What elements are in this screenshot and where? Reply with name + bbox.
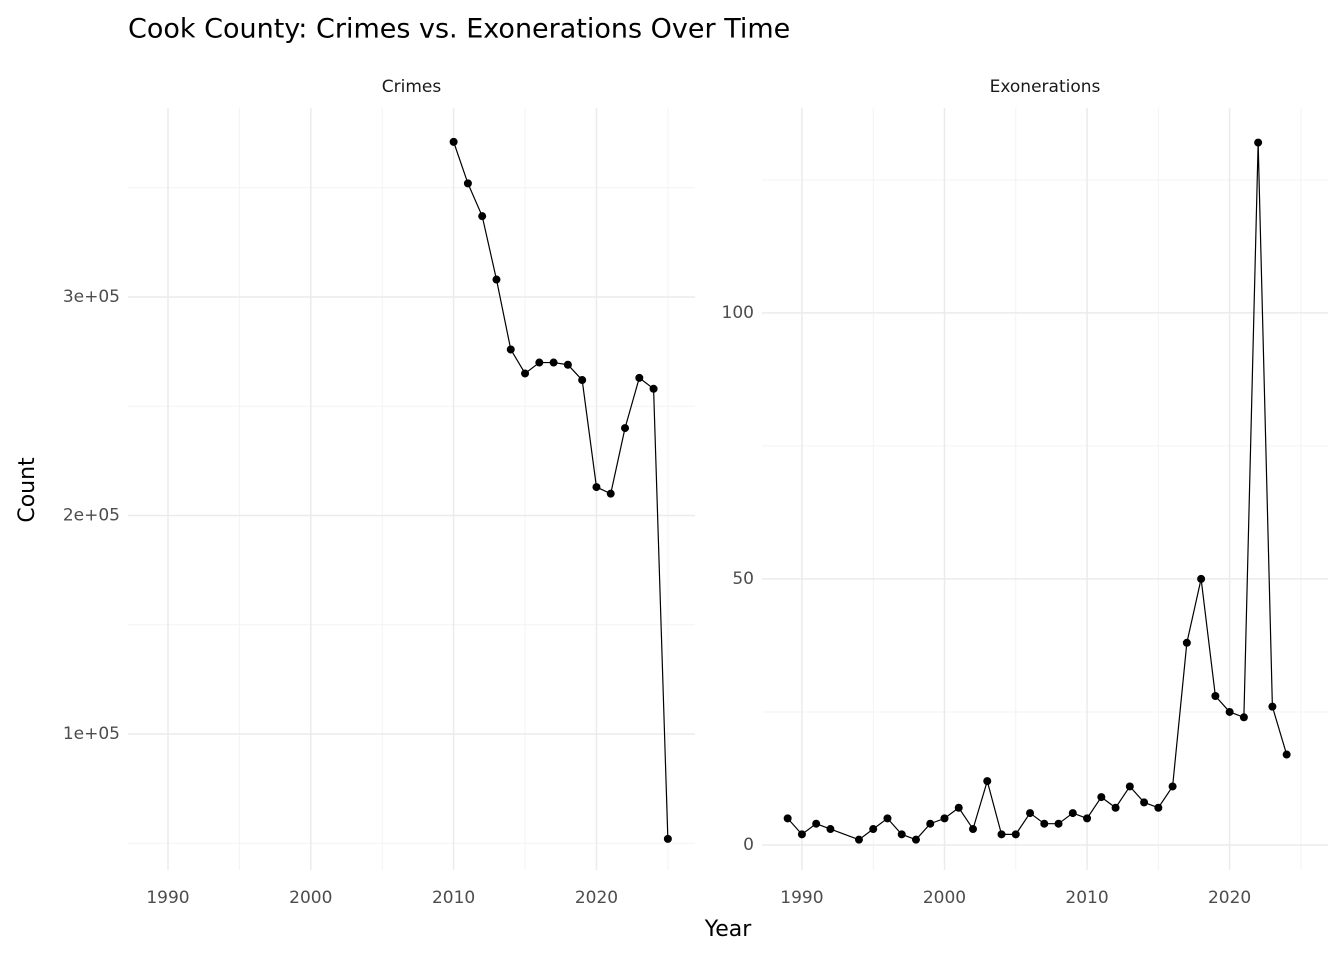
data-point: [463, 179, 472, 188]
data-point: [592, 483, 601, 492]
data-point: [1097, 793, 1106, 802]
data-point: [954, 803, 963, 812]
data-point: [635, 373, 644, 382]
data-point: [983, 777, 992, 786]
data-point: [1197, 574, 1206, 583]
data-point: [621, 424, 630, 433]
facet-title: Crimes: [382, 77, 442, 97]
data-point: [854, 835, 863, 844]
x-tick-label: 2020: [575, 888, 618, 908]
data-point: [826, 825, 835, 834]
data-point: [1140, 798, 1149, 807]
y-axis-title: Count: [15, 457, 40, 523]
x-tick-label: 2000: [923, 888, 966, 908]
data-point: [1211, 691, 1220, 700]
data-point: [940, 814, 949, 823]
data-point: [869, 825, 878, 834]
data-point: [521, 369, 530, 378]
x-tick-label: 1990: [146, 888, 189, 908]
data-point: [1054, 819, 1063, 828]
x-tick-label: 2020: [1208, 888, 1251, 908]
x-tick-label: 2000: [289, 888, 332, 908]
data-point: [797, 830, 806, 839]
data-point: [1254, 138, 1263, 147]
data-point: [606, 489, 615, 498]
data-point: [663, 834, 672, 843]
data-line: [453, 141, 669, 839]
data-point: [578, 376, 587, 385]
y-tick-label: 0: [743, 835, 754, 855]
data-point: [1268, 702, 1277, 711]
data-point: [1011, 830, 1020, 839]
data-point: [449, 137, 458, 146]
data-point: [897, 830, 906, 839]
data-point: [1225, 707, 1234, 716]
data-point: [1040, 819, 1049, 828]
data-point: [549, 358, 558, 367]
data-point: [926, 819, 935, 828]
facet-title: Exonerations: [990, 77, 1101, 97]
data-point: [1239, 713, 1248, 722]
data-point: [492, 275, 501, 284]
x-tick-label: 1990: [780, 888, 823, 908]
x-axis-title: Year: [704, 917, 753, 942]
x-tick-label: 2010: [432, 888, 475, 908]
data-point: [1068, 809, 1077, 818]
y-tick-label: 2e+05: [63, 506, 120, 526]
y-tick-label: 50: [732, 569, 754, 589]
chart-title: Cook County: Crimes vs. Exonerations Ove…: [128, 14, 790, 45]
data-point: [563, 360, 572, 369]
data-point: [506, 345, 515, 354]
data-point: [1168, 782, 1177, 791]
data-point: [997, 830, 1006, 839]
y-tick-label: 1e+05: [63, 724, 120, 744]
data-point: [1125, 782, 1134, 791]
data-point: [1083, 814, 1092, 823]
data-point: [883, 814, 892, 823]
x-tick-label: 2010: [1065, 888, 1108, 908]
data-point: [1182, 638, 1191, 647]
data-point: [783, 814, 792, 823]
data-point: [649, 384, 658, 393]
data-point: [969, 825, 978, 834]
data-point: [812, 819, 821, 828]
data-point: [1282, 750, 1291, 759]
y-tick-label: 3e+05: [63, 287, 120, 307]
data-point: [1154, 803, 1163, 812]
data-point: [1111, 803, 1120, 812]
data-point: [911, 835, 920, 844]
data-point: [478, 212, 487, 221]
y-tick-label: 100: [722, 303, 754, 323]
data-point: [535, 358, 544, 367]
data-point: [1026, 809, 1035, 818]
data-line: [787, 142, 1288, 841]
